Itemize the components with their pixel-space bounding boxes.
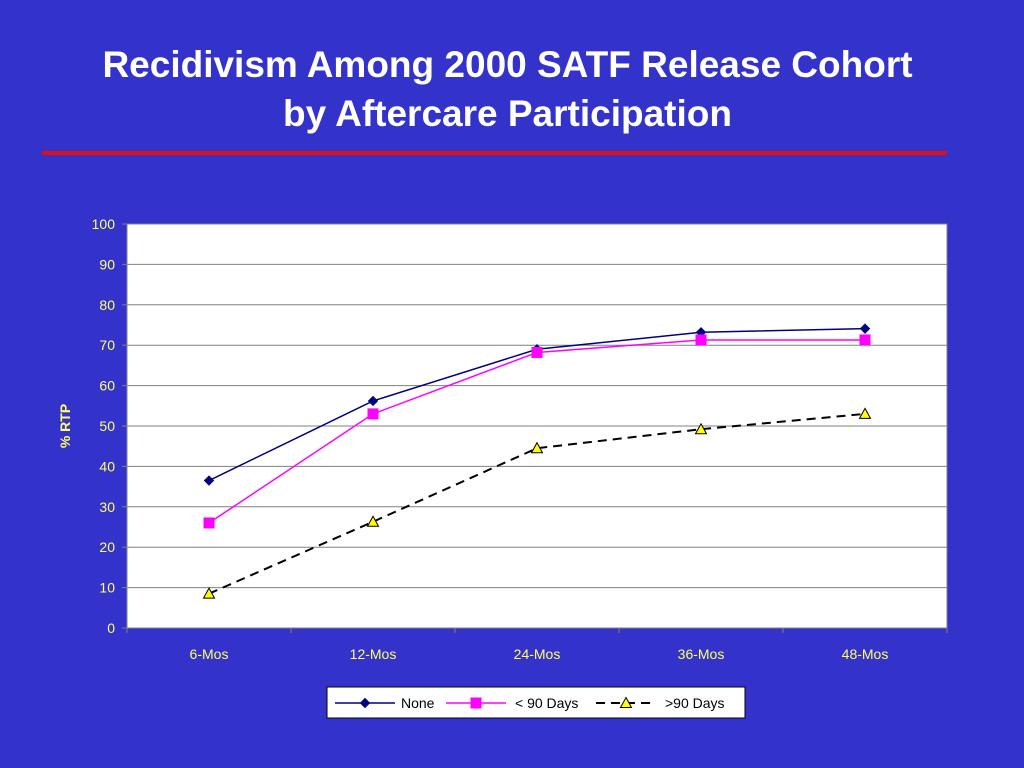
- title-line-2: by Aftercare Participation: [283, 93, 732, 134]
- y-tick-label: 100: [92, 216, 116, 232]
- y-tick-label: 50: [99, 418, 115, 434]
- gridlines: [122, 223, 948, 633]
- x-tick-labels: 6-Mos 12-Mos 24-Mos 36-Mos 48-Mos: [190, 646, 889, 662]
- x-tick-label: 12-Mos: [350, 646, 397, 662]
- legend-label: < 90 Days: [515, 695, 578, 711]
- y-tick-labels: 0 10 20 30 40 50 60 70 80 90 100: [92, 216, 116, 636]
- legend-box: [326, 686, 746, 719]
- y-tick-label: 40: [99, 458, 115, 474]
- y-tick-label: 20: [99, 539, 115, 555]
- y-tick-label: 10: [99, 580, 115, 596]
- series-2: [203, 334, 871, 529]
- x-tick-label: 6-Mos: [190, 646, 229, 662]
- x-tick-label: 36-Mos: [678, 646, 725, 662]
- data-point: [695, 334, 707, 346]
- legend-marker: [359, 697, 371, 709]
- series-line: [208, 412, 866, 595]
- legend-marker: [619, 696, 633, 708]
- y-tick-label: 70: [99, 337, 115, 353]
- y-tick-label: 90: [99, 256, 115, 272]
- y-axis-label: % RTP: [57, 404, 73, 448]
- y-tick-label: 80: [99, 297, 115, 313]
- legend-label: None: [401, 695, 435, 711]
- legend: None < 90 Days >90 Days: [326, 686, 746, 719]
- data-point: [366, 515, 380, 527]
- slide-title: Recidivism Among 2000 SATF Release Cohor…: [0, 40, 1015, 138]
- series-3: [202, 407, 872, 599]
- data-point: [203, 475, 215, 486]
- data-point: [858, 407, 872, 419]
- legend-label: >90 Days: [665, 695, 725, 711]
- data-point: [859, 323, 871, 334]
- data-point: [694, 422, 708, 435]
- legend-marker: [470, 697, 482, 709]
- x-tick-label: 48-Mos: [842, 646, 889, 662]
- title-line-1: Recidivism Among 2000 SATF Release Cohor…: [102, 44, 913, 85]
- x-tick-label: 24-Mos: [514, 646, 561, 662]
- y-tick-label: 0: [107, 620, 115, 636]
- y-tick-label: 60: [99, 378, 115, 394]
- data-point: [531, 346, 543, 358]
- title-divider: [42, 151, 947, 155]
- series-group: [202, 323, 872, 599]
- data-point: [203, 517, 215, 529]
- y-tick-label: 30: [99, 499, 115, 515]
- data-point: [367, 395, 379, 407]
- data-point: [367, 408, 379, 420]
- data-point: [859, 334, 871, 346]
- data-point: [202, 587, 216, 599]
- data-point: [530, 441, 544, 454]
